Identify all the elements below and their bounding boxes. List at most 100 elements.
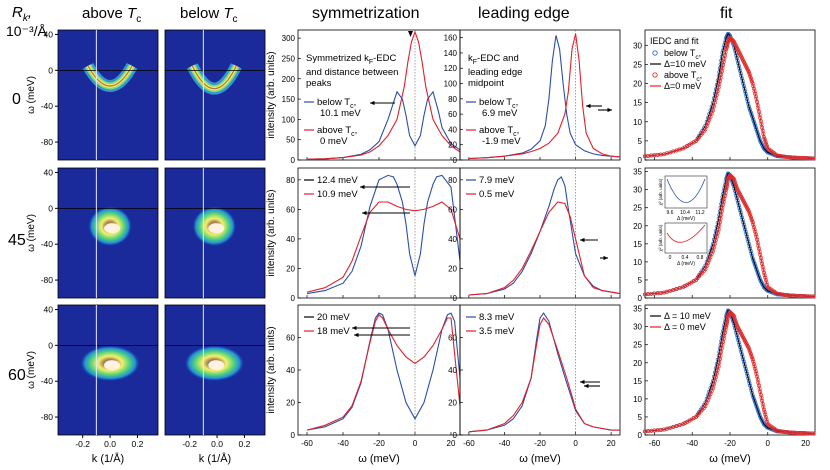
ytick-label: 300 xyxy=(282,34,296,43)
inset-0: χ² (arb. units) 9.6 10.4 11.2Δ (meV) xyxy=(658,175,708,222)
data-point xyxy=(754,267,759,272)
map-ytick-label: -40 xyxy=(41,101,54,111)
ytick-label: 0 xyxy=(453,431,458,440)
arrow-le-r0-b xyxy=(598,107,612,113)
ytick-label: 5 xyxy=(638,276,643,285)
map-ytick-label: 40 xyxy=(44,304,54,314)
chart-fit-row0: 0 5 10 15 20 25 30 IEDC and fit below Tc,Δ=10 me… xyxy=(633,29,816,165)
legend-label: above Tc, xyxy=(317,125,357,138)
data-point xyxy=(753,265,758,270)
data-point xyxy=(733,182,738,187)
xtick-label: 20 xyxy=(607,439,616,448)
map-ytick-label: -80 xyxy=(41,275,54,285)
chart-fit-row1: 0 5 10 15 20 25 30 35 χ² (arb. units) 9.6 10.4 11.2… xyxy=(633,167,816,303)
ytick-label: 0 xyxy=(291,156,296,165)
col-title-fit: fit xyxy=(720,5,733,22)
ytick-label: 100 xyxy=(282,115,296,124)
data-point xyxy=(704,124,709,129)
data-point xyxy=(746,70,751,75)
data-point xyxy=(746,209,751,214)
ytick-label: 35 xyxy=(633,168,642,177)
map-xtick-label: 0.2 xyxy=(132,439,144,449)
ytick-label: 50 xyxy=(286,136,295,145)
ytick-label: 10 xyxy=(633,258,642,267)
chart-frame xyxy=(459,167,621,299)
data-point xyxy=(748,75,753,80)
data-point xyxy=(753,402,758,407)
legend-value: 3.5 meV xyxy=(479,326,515,337)
inset-xtick-label: 10.4 xyxy=(680,210,690,216)
xtick-label: 0 xyxy=(766,439,771,448)
legend-label: Δ = 10 meV xyxy=(664,311,711,321)
spectral-peak xyxy=(208,360,225,371)
legend-label: above Tc, xyxy=(664,70,702,83)
map-ytick-label: 0 xyxy=(48,203,53,213)
ytick-label: 0 xyxy=(638,294,643,303)
row-header-unit: 10⁻³/Å xyxy=(6,23,48,39)
annotation-line-2: and distance between xyxy=(306,67,398,78)
ytick-label: 40 xyxy=(448,125,457,134)
ytick-label: 20 xyxy=(448,264,457,273)
xtick-label: -40 xyxy=(499,439,511,448)
fit-legend-title: IEDC and fit xyxy=(650,36,699,46)
annotation-line-1: Symmetrized kF-EDC xyxy=(306,53,396,66)
data-point xyxy=(748,110,753,115)
map-panel-r1-c1 xyxy=(164,167,266,299)
map-ytick-label: 40 xyxy=(44,167,54,177)
data-point xyxy=(707,117,712,122)
xtick-label: -40 xyxy=(686,439,698,448)
inset-curve xyxy=(666,178,706,203)
row-label-0: 0 xyxy=(12,91,21,108)
ytick-label: 80 xyxy=(448,95,457,104)
y-axis-label: intensity (arb. units) xyxy=(266,326,277,413)
ytick-label: 25 xyxy=(633,204,642,213)
row-label-2: 60 xyxy=(8,367,26,384)
map-panel-r0-c1 xyxy=(164,29,266,161)
data-point xyxy=(748,351,753,356)
arrow-head xyxy=(584,383,589,389)
xtick-label: -40 xyxy=(337,439,349,448)
legend-circle xyxy=(652,72,658,78)
xtick-label: 0 xyxy=(413,439,418,448)
arrow-head xyxy=(580,237,585,243)
ytick-label: 30 xyxy=(633,323,642,332)
ytick-label: 120 xyxy=(444,64,458,73)
data-point xyxy=(751,395,756,400)
map-background xyxy=(164,29,266,161)
xtick-label: -20 xyxy=(373,439,385,448)
col-title-symmetrization: symmetrization xyxy=(312,5,420,22)
row-header-symbol: Rk, xyxy=(12,4,32,24)
legend-value: 10.1 meV xyxy=(320,108,361,119)
map-ytick-label: 0 xyxy=(48,65,53,75)
arrow-head xyxy=(370,100,375,106)
arrow-sym-r2-b xyxy=(354,332,410,338)
map-ylabel: ω (meV) xyxy=(26,351,37,389)
inset-xtick-label: 9.6 xyxy=(667,210,674,216)
row-label-1: 45 xyxy=(8,232,26,249)
series-line-1 xyxy=(306,313,461,431)
map-xtick-label: -0.2 xyxy=(182,439,197,449)
ytick-label: 80 xyxy=(286,176,295,185)
ytick-label: 160 xyxy=(444,34,458,43)
col-title-above: above Tc xyxy=(82,5,141,25)
ytick-label: 5 xyxy=(638,137,643,146)
map-background xyxy=(57,29,159,161)
fit-line-1 xyxy=(644,174,816,298)
series-line-0 xyxy=(306,90,461,160)
data-point xyxy=(732,178,737,183)
legend-value: -1.9 meV xyxy=(482,136,521,147)
ytick-label: 140 xyxy=(444,49,458,58)
ytick-label: 20 xyxy=(448,141,457,150)
ytick-label: 20 xyxy=(448,399,457,408)
data-point xyxy=(731,176,736,181)
y-axis-label: intensity (arb. units) xyxy=(266,51,277,138)
ytick-label: 0 xyxy=(291,294,296,303)
map-xlabel: k (1/Å) xyxy=(92,452,124,465)
data-point xyxy=(751,258,756,263)
map-panel-r2-c1: -0.2 0.0 0.2 k (1/Å) xyxy=(164,304,266,465)
series-line-1 xyxy=(468,317,620,433)
